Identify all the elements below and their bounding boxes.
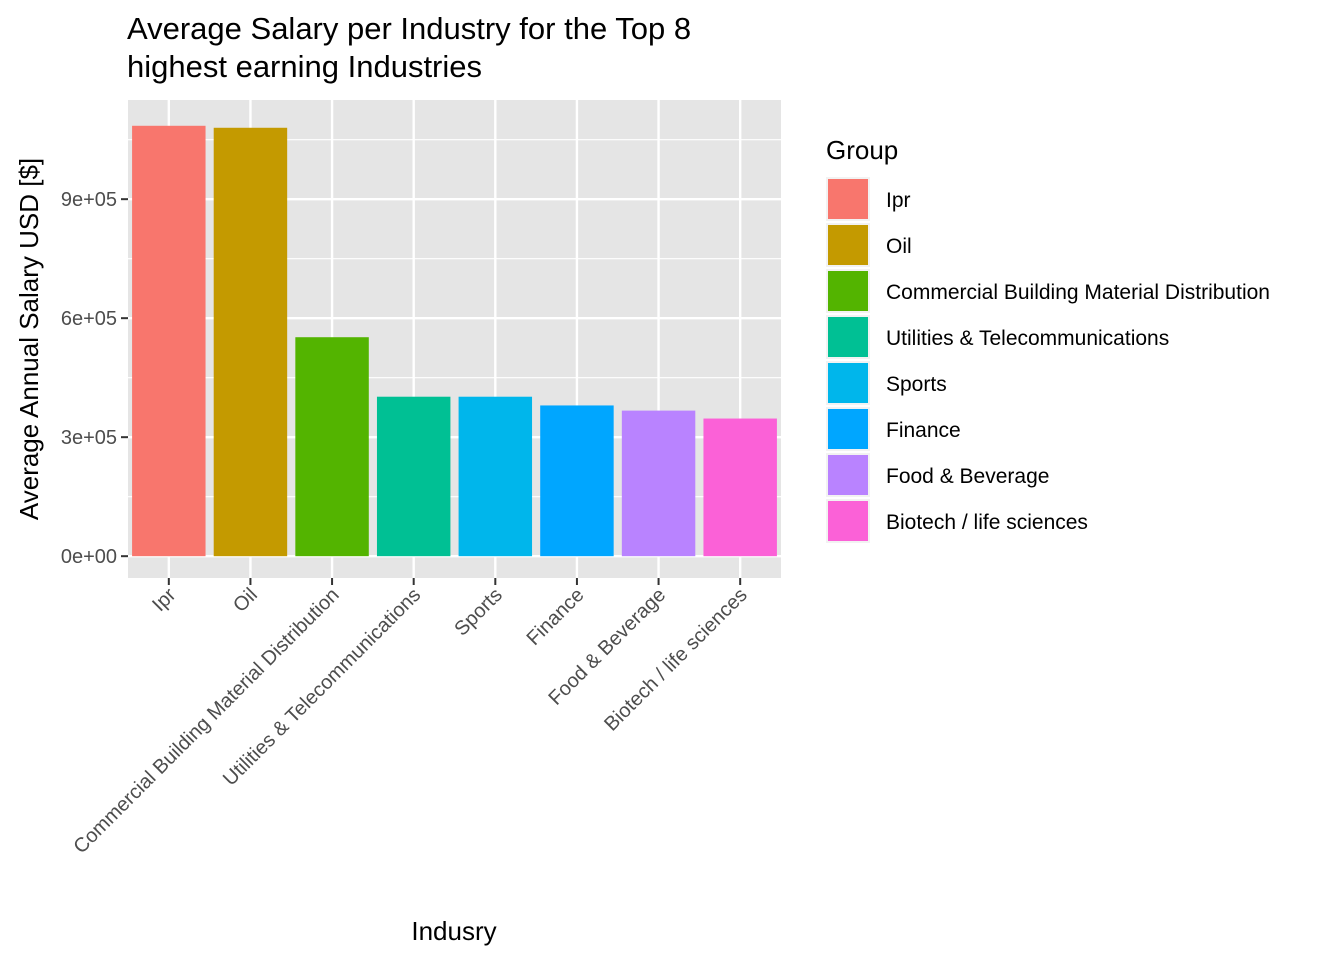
bar: [376, 396, 451, 557]
bar: [458, 396, 533, 557]
legend-label: Food & Beverage: [886, 465, 1049, 488]
legend-swatch: [828, 501, 868, 541]
y-tick-label: 0e+00: [61, 546, 117, 568]
chart-title-line-2: highest earning Industries: [127, 49, 482, 84]
chart-title-line-1: Average Salary per Industry for the Top …: [127, 11, 691, 46]
legend: Group Ipr Oil Commercial Building Material…: [826, 135, 1270, 543]
bar: [621, 410, 696, 557]
y-tick-label: 3e+05: [61, 427, 117, 449]
bar: [213, 127, 288, 557]
legend-label: Utilities & Telecommunications: [886, 327, 1169, 350]
x-axis-title: Indusry: [411, 916, 496, 946]
x-tick-label: Finance: [523, 584, 589, 650]
legend-swatch: [828, 179, 868, 219]
bar: [540, 405, 614, 557]
legend-swatch: [828, 409, 868, 449]
legend-label: Commercial Building Material Distributio…: [886, 281, 1270, 304]
legend-label: Sports: [886, 373, 947, 396]
legend-swatch: [828, 455, 868, 495]
y-tick-label: 6e+05: [61, 308, 117, 330]
legend-label: Biotech / life sciences: [886, 511, 1088, 534]
legend-label: Finance: [886, 419, 961, 442]
x-tick-label: Sports: [450, 584, 506, 640]
legend-swatch: [828, 317, 868, 357]
x-tick-label: Ipr: [148, 584, 180, 616]
x-tick-label: Oil: [229, 584, 262, 617]
x-tick-label: Biotech / life sciences: [600, 584, 752, 736]
legend-swatch: [828, 271, 868, 311]
y-tick-label: 9e+05: [61, 189, 117, 211]
bar: [295, 337, 369, 557]
y-axis: 0e+00 3e+05 6e+05 9e+05: [61, 189, 128, 568]
legend-swatch: [828, 363, 868, 403]
bar: [132, 125, 206, 557]
bar: [703, 418, 777, 557]
legend-swatch: [828, 225, 868, 265]
legend-label: Ipr: [886, 189, 911, 212]
y-axis-title: Average Annual Salary USD [$]: [14, 158, 44, 520]
legend-label: Oil: [886, 235, 912, 258]
plot-panel: [128, 100, 781, 578]
legend-title: Group: [826, 135, 898, 165]
